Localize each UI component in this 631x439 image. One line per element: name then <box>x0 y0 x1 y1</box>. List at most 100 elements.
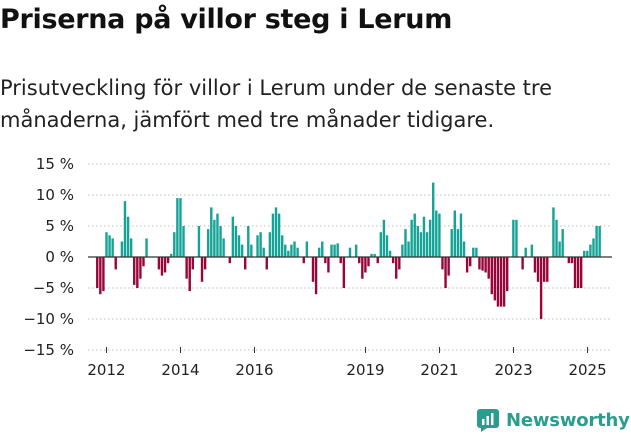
chart-bar <box>382 219 386 257</box>
chart-bar <box>450 229 453 257</box>
chart-bar <box>330 244 333 257</box>
chart-bar <box>496 257 500 307</box>
chart-bar <box>413 213 416 257</box>
chart-bar <box>145 238 148 257</box>
chart-bar <box>576 257 580 288</box>
chart-bar <box>339 257 342 264</box>
chart-bar <box>385 235 389 257</box>
chart-bar <box>410 219 413 257</box>
chart-bar <box>598 226 601 257</box>
chart-bar <box>311 257 315 282</box>
chart-bar <box>373 253 376 257</box>
brand-logo: Newsworthy <box>476 408 630 432</box>
chart-bar <box>401 244 404 257</box>
chart-bar <box>570 257 574 264</box>
chart-bar <box>484 257 487 273</box>
chart-bar <box>499 257 503 307</box>
chart-bar <box>237 235 241 257</box>
chart-bar <box>188 257 191 292</box>
chart-bar <box>324 257 327 264</box>
chart-bar <box>515 219 518 257</box>
chart-bar <box>428 219 432 257</box>
chart-bar <box>185 257 188 279</box>
chart-bar <box>370 253 373 257</box>
chart-bar <box>200 257 204 282</box>
y-tick-label: −10 % <box>23 310 74 328</box>
chart-bar <box>388 250 392 257</box>
chart-bar <box>416 226 420 257</box>
chart-bar <box>376 257 379 264</box>
x-tick-label: 2019 <box>346 361 384 379</box>
chart-bar <box>244 257 247 270</box>
chart-bar <box>136 257 139 288</box>
chart-bar <box>506 257 509 292</box>
chart-bar <box>487 257 490 279</box>
chart-bar <box>336 243 339 257</box>
chart-bar <box>173 232 176 257</box>
bar-chart: 15 % 10 % 5 % 0 % −5 % −10 % −15 % 2012 2014 2016… <box>23 150 612 379</box>
chart-bar <box>256 235 259 257</box>
chart-bar <box>213 219 216 257</box>
chart-bar <box>567 257 571 264</box>
y-tick-label: 5 % <box>45 217 74 235</box>
chart-bar <box>398 257 401 270</box>
chart-bar <box>435 210 438 257</box>
chart-bar <box>539 257 543 319</box>
chart-bar <box>364 257 367 273</box>
chart-bar <box>530 244 534 257</box>
chart-bar <box>462 241 466 257</box>
chart-bar <box>302 257 305 264</box>
chart-bar <box>546 257 549 282</box>
latest-value-label: 5 % <box>580 150 609 154</box>
chart-bar <box>139 257 142 279</box>
chart-bar <box>579 257 583 288</box>
chart-bar <box>111 238 114 257</box>
chart-bar <box>108 235 111 257</box>
chart-bar <box>379 232 383 257</box>
chart-bar <box>210 207 213 257</box>
chart-bar <box>114 257 117 270</box>
chart-bar <box>120 241 124 257</box>
y-tick-label: 15 % <box>36 155 74 173</box>
chart-bar <box>432 182 435 257</box>
newsworthy-logo-icon <box>477 409 499 432</box>
chart-bar <box>354 244 358 257</box>
chart-bar <box>157 257 161 270</box>
chart-bar <box>419 232 423 257</box>
chart-bar <box>265 257 268 270</box>
chart-bar <box>438 213 441 257</box>
chart-bar <box>142 257 145 267</box>
chart-bar <box>271 213 275 257</box>
x-tick-label: 2021 <box>420 361 458 379</box>
chart-bar <box>287 250 290 257</box>
chart-bar <box>395 257 398 279</box>
chart-bar <box>247 226 250 257</box>
chart-bar <box>422 216 426 257</box>
page-subtitle: Prisutveckling för villor i Lerum under … <box>0 76 552 132</box>
chart-bar <box>447 257 450 276</box>
page-title: Priserna på villor steg i Lerum <box>0 4 453 35</box>
chart-bar <box>333 244 336 257</box>
chart-bar <box>268 232 272 257</box>
chart-bar <box>277 213 281 257</box>
chart-bar <box>441 257 444 270</box>
chart-bar <box>558 241 561 257</box>
x-tick-label: 2025 <box>568 361 606 379</box>
chart-bar <box>126 216 130 257</box>
chart-bar <box>123 201 127 257</box>
y-tick-label: −5 % <box>33 279 74 297</box>
brand-name: Newsworthy <box>506 409 630 431</box>
chart-bar <box>182 226 185 257</box>
chart-bar <box>475 247 478 257</box>
chart-bar <box>296 247 299 257</box>
chart-bar <box>166 257 170 264</box>
chart-bar <box>207 229 210 257</box>
chart-bar <box>290 244 293 257</box>
chart-bar <box>321 241 324 257</box>
chart-bar <box>228 257 231 264</box>
chart-bar <box>391 257 395 264</box>
chart-bar <box>404 229 407 257</box>
chart-bar <box>533 257 537 273</box>
chart-bar <box>595 226 598 257</box>
chart-bar <box>96 257 99 288</box>
